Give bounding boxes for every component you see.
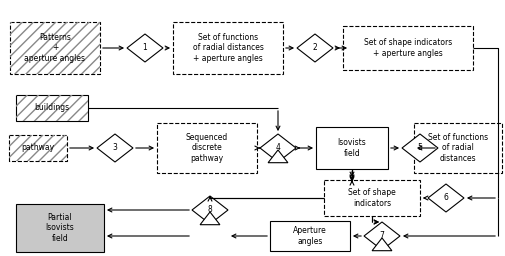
Text: 6: 6 — [443, 194, 447, 202]
Bar — [157, 123, 257, 173]
Text: Set of shape indicators
+ aperture angles: Set of shape indicators + aperture angle… — [363, 38, 451, 58]
Polygon shape — [127, 34, 163, 62]
Polygon shape — [371, 238, 391, 251]
Bar — [173, 22, 282, 74]
Text: pathway: pathway — [21, 144, 55, 153]
Text: buildings: buildings — [34, 103, 69, 112]
Text: 4: 4 — [275, 144, 280, 153]
Polygon shape — [191, 196, 228, 224]
Bar — [9, 135, 67, 161]
Polygon shape — [363, 222, 399, 250]
Polygon shape — [268, 150, 287, 163]
Text: Set of functions
of radial distances
+ aperture angles: Set of functions of radial distances + a… — [192, 34, 263, 62]
Bar — [16, 204, 104, 252]
Text: Sequenced
discrete
pathway: Sequenced discrete pathway — [185, 133, 228, 163]
Text: 7: 7 — [379, 231, 384, 240]
Bar — [323, 180, 419, 216]
Text: Aperture
angles: Aperture angles — [292, 227, 326, 246]
Text: 2: 2 — [312, 44, 317, 52]
Bar — [270, 221, 349, 251]
Polygon shape — [296, 34, 332, 62]
Polygon shape — [427, 184, 463, 212]
Text: 1: 1 — [142, 44, 147, 52]
Bar — [342, 26, 472, 70]
Polygon shape — [97, 134, 133, 162]
Text: Isovists
field: Isovists field — [337, 138, 366, 157]
Bar — [9, 135, 67, 161]
Polygon shape — [199, 212, 220, 225]
Bar — [16, 95, 88, 121]
Text: 3: 3 — [112, 144, 117, 153]
Bar — [10, 22, 100, 74]
Bar — [316, 127, 387, 169]
Text: Partial
Isovists
field: Partial Isovists field — [45, 214, 74, 242]
Polygon shape — [401, 134, 437, 162]
Text: 5: 5 — [417, 144, 422, 153]
Text: Set of shape
indicators: Set of shape indicators — [347, 188, 395, 208]
Polygon shape — [260, 134, 295, 162]
Bar — [10, 22, 100, 74]
Text: Set of functions
of radial
distances: Set of functions of radial distances — [427, 133, 487, 163]
Bar — [16, 95, 88, 121]
Bar — [413, 123, 501, 173]
Text: 8: 8 — [207, 206, 212, 215]
Text: Patterns
+
aperture angles: Patterns + aperture angles — [24, 34, 85, 62]
